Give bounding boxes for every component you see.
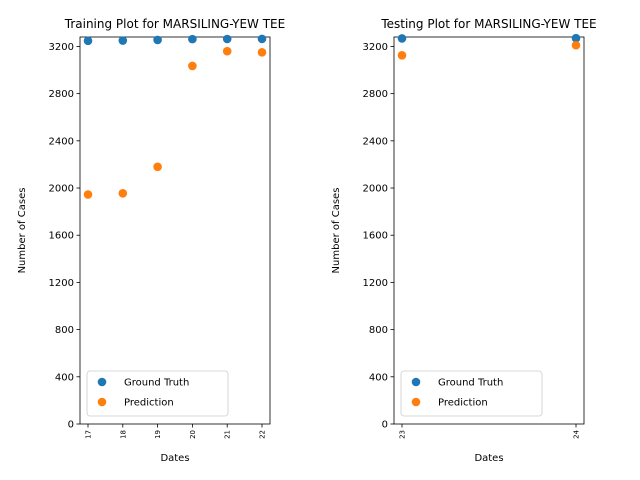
point-ground-truth xyxy=(188,34,197,44)
legend-marker-ground-truth xyxy=(97,377,107,387)
y-axis-label: Number of Cases xyxy=(331,188,342,274)
point-prediction xyxy=(188,61,197,71)
y-tick-label: 2800 xyxy=(49,89,74,100)
y-tick-label: 0 xyxy=(68,420,74,431)
legend-label-ground-truth: Ground Truth xyxy=(438,378,503,389)
y-tick-label: 1600 xyxy=(363,231,388,242)
y-tick-label: 400 xyxy=(55,372,74,383)
legend-marker-prediction xyxy=(97,397,107,407)
legend-marker-prediction xyxy=(411,397,421,407)
x-tick-label: 19 xyxy=(154,430,162,439)
legend-box xyxy=(86,370,229,417)
point-prediction xyxy=(222,46,232,56)
plot-frame xyxy=(393,36,585,425)
point-ground-truth xyxy=(118,36,128,45)
legend-box xyxy=(400,370,543,417)
y-tick-label: 3200 xyxy=(49,42,74,53)
legend-label-prediction: Prediction xyxy=(124,398,174,409)
y-tick-label: 2800 xyxy=(363,89,388,100)
legend: Ground Truth Prediction xyxy=(86,370,229,417)
testing-chart: Testing Plot for MARSILING-YEW TEE 0 400 80… xyxy=(331,17,597,464)
point-ground-truth xyxy=(397,34,407,43)
point-prediction xyxy=(397,50,407,60)
y-tick-label: 800 xyxy=(369,325,388,336)
y-tick-label: 3200 xyxy=(363,42,388,53)
point-ground-truth xyxy=(257,34,267,44)
y-tick-label: 2000 xyxy=(363,184,388,195)
x-tick-label: 23 xyxy=(399,430,407,439)
y-tick-label: 2000 xyxy=(49,184,74,195)
plot-frame xyxy=(79,36,271,425)
x-axis-label: Dates xyxy=(160,453,189,464)
legend: Ground Truth Prediction xyxy=(400,370,543,417)
point-ground-truth xyxy=(571,33,581,43)
y-tick-label: 400 xyxy=(369,372,388,383)
x-tick-label: 17 xyxy=(85,430,93,439)
x-axis-label: Dates xyxy=(474,453,503,464)
x-tick-label: 24 xyxy=(573,429,581,438)
chart-title: Training Plot for MARSILING-YEW TEE xyxy=(64,17,285,31)
y-tick-label: 2400 xyxy=(363,136,388,147)
training-chart: Training Plot for MARSILING-YEW TEE 0 400 8… xyxy=(17,17,285,464)
x-tick-label: 21 xyxy=(224,430,232,439)
point-ground-truth xyxy=(83,36,93,46)
y-tick-label: 0 xyxy=(382,420,388,431)
y-axis-label: Number of Cases xyxy=(17,188,28,274)
x-tick-label: 22 xyxy=(259,430,267,439)
legend-marker-ground-truth xyxy=(411,377,421,387)
y-tick-label: 1200 xyxy=(363,278,388,289)
legend-label-prediction: Prediction xyxy=(438,398,488,409)
x-tick-label: 18 xyxy=(119,430,127,439)
x-tick-label: 20 xyxy=(189,430,197,439)
y-tick-label: 800 xyxy=(55,325,74,336)
point-ground-truth xyxy=(153,35,162,45)
point-prediction xyxy=(571,40,581,50)
point-prediction xyxy=(118,189,128,198)
legend-label-ground-truth: Ground Truth xyxy=(124,378,189,389)
point-prediction xyxy=(83,190,93,199)
y-tick-label: 1600 xyxy=(49,231,74,242)
chart-title: Testing Plot for MARSILING-YEW TEE xyxy=(380,17,596,31)
y-tick-label: 2400 xyxy=(49,136,74,147)
point-ground-truth xyxy=(222,34,232,44)
y-tick-label: 1200 xyxy=(49,278,74,289)
point-prediction xyxy=(257,48,267,57)
point-prediction xyxy=(153,162,162,172)
